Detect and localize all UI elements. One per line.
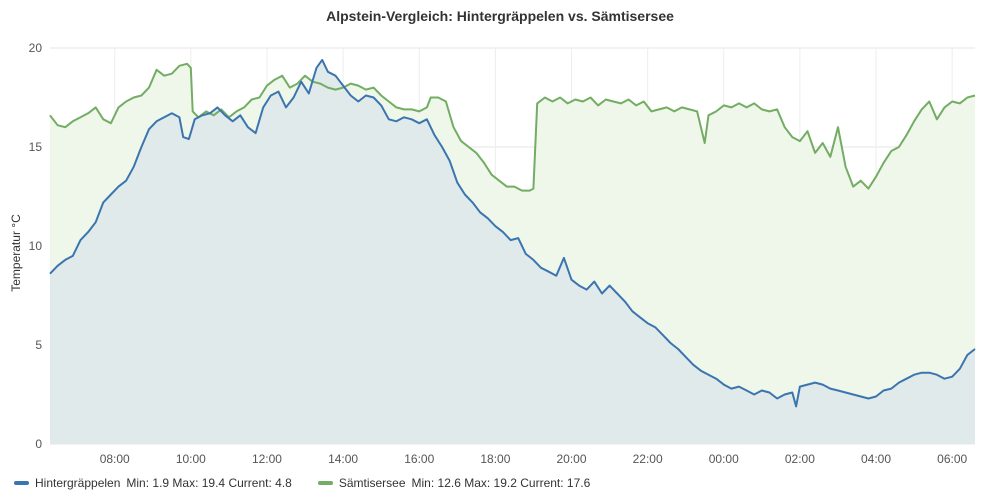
x-tick-label: 14:00 [328, 452, 358, 466]
y-axis-label: Temperatur °C [9, 214, 23, 292]
x-tick-label: 22:00 [633, 452, 663, 466]
x-tick-label: 02:00 [785, 452, 815, 466]
legend-item-hintergraeppelen[interactable]: Hintergräppelen Min: 1.9 Max: 19.4 Curre… [14, 476, 292, 490]
x-tick-label: 18:00 [480, 452, 510, 466]
y-tick-label: 20 [29, 41, 43, 55]
legend-label: Hintergräppelen [35, 476, 121, 490]
x-tick-label: 08:00 [100, 452, 130, 466]
x-tick-label: 04:00 [861, 452, 891, 466]
legend-label: Sämtisersee [338, 476, 406, 490]
y-tick-label: 15 [29, 140, 43, 154]
x-tick-label: 20:00 [556, 452, 586, 466]
line-saemtisersee [49, 62, 976, 192]
x-tick-label: 12:00 [252, 452, 282, 466]
x-axis-ticks: 08:00 10:00 12:00 14:00 16:00 18:00 20:00 22:00… [100, 452, 968, 466]
temperature-chart: Alpstein-Vergleich: Hintergräppelen vs. … [9, 8, 976, 466]
legend-item-saemtisersee[interactable]: Sämtisersee Min: 12.6 Max: 19.2 Current:… [317, 476, 591, 490]
legend-stats: Min: 1.9 Max: 19.4 Current: 4.8 [126, 476, 292, 490]
legend-swatch-hintergraeppelen [14, 481, 29, 485]
x-tick-label: 10:00 [176, 452, 206, 466]
chart-title: Alpstein-Vergleich: Hintergräppelen vs. … [326, 8, 674, 24]
y-tick-label: 0 [35, 437, 42, 451]
area-hintergraeppelen [50, 59, 975, 445]
legend: Hintergräppelen Min: 1.9 Max: 19.4 Curre… [14, 474, 616, 492]
x-tick-label: 06:00 [937, 452, 967, 466]
legend-swatch-saemtisersee [317, 481, 333, 485]
x-tick-label: 00:00 [709, 452, 739, 466]
y-tick-label: 10 [29, 239, 43, 253]
x-tick-label: 16:00 [404, 452, 434, 466]
series-areas [50, 59, 975, 445]
y-axis-ticks: 0 5 10 15 20 [29, 41, 43, 451]
legend-stats: Min: 12.6 Max: 19.2 Current: 17.6 [411, 476, 591, 490]
line-hintergraeppelen [49, 58, 976, 408]
y-tick-label: 5 [35, 338, 42, 352]
series-lines [49, 58, 976, 408]
